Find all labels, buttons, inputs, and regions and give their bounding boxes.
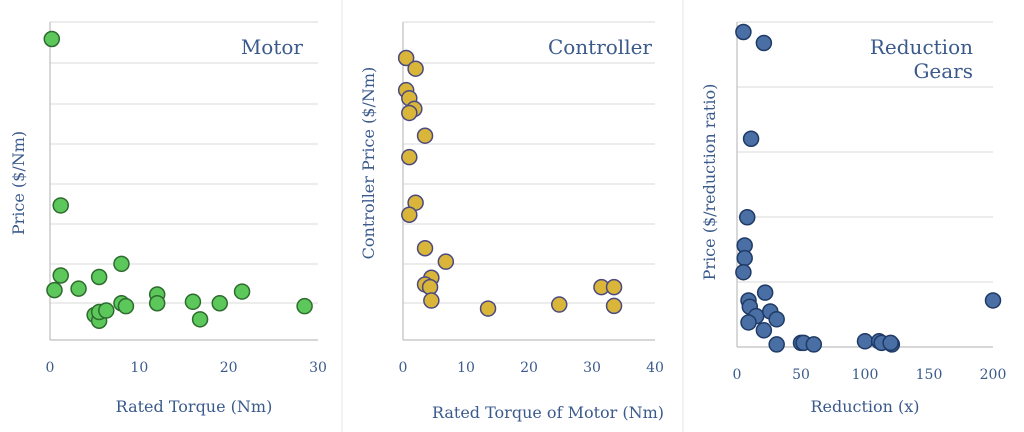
scatter-point: [113, 255, 130, 273]
scatter-point: [191, 311, 209, 328]
x-axis-title: Rated Torque (Nm): [116, 397, 273, 416]
scatter-point: [768, 336, 785, 353]
scatter-point: [735, 23, 752, 41]
scatter-point: [233, 283, 251, 300]
chart-title: Motor: [241, 35, 304, 59]
scatter-point: [805, 336, 823, 353]
scatter-point: [882, 334, 899, 352]
scatter-point: [401, 104, 418, 122]
chart-title: Reduction: [870, 35, 973, 59]
scatter-point: [984, 292, 1002, 309]
scatter-point: [550, 296, 568, 313]
x-tick-label: 0: [733, 367, 742, 383]
scatter-point: [735, 263, 752, 281]
y-axis-title: Price ($/reduction ratio): [700, 84, 719, 281]
chart-title: Controller: [548, 35, 652, 59]
scatter-point: [768, 311, 785, 328]
x-tick-label: 150: [916, 367, 943, 383]
scatter-point: [401, 206, 418, 224]
scatter-point: [98, 302, 115, 319]
scatter-point: [401, 148, 418, 166]
scatter-point: [416, 127, 434, 144]
scatter-point: [46, 281, 63, 299]
scatter-point: [296, 297, 313, 315]
scatter-point: [407, 60, 424, 77]
scatter-point: [437, 253, 455, 270]
chart-title: Gears: [913, 59, 973, 83]
scatter-point: [117, 297, 135, 315]
x-tick-label: 10: [130, 360, 148, 376]
x-tick-label: 100: [852, 367, 879, 383]
scatter-point: [43, 30, 61, 48]
x-tick-label: 20: [520, 360, 538, 376]
x-tick-label: 200: [980, 367, 1007, 383]
scatter-point: [605, 297, 623, 315]
scatter-point: [90, 268, 108, 286]
scatter-point: [742, 130, 760, 148]
x-tick-label: 30: [309, 360, 327, 376]
x-tick-label: 10: [457, 360, 475, 376]
scatter-point: [423, 292, 440, 309]
scatter-point: [211, 295, 228, 312]
scatter-point: [52, 197, 69, 214]
scatter-point: [736, 249, 753, 267]
x-tick-label: 0: [46, 360, 55, 376]
x-axis-title: Rated Torque of Motor (Nm): [432, 403, 664, 422]
scatter-point: [856, 333, 874, 350]
scatter-point: [52, 267, 69, 284]
x-tick-label: 20: [220, 360, 238, 376]
scatter-point: [755, 34, 773, 52]
x-tick-label: 30: [583, 360, 601, 376]
x-axis-title: Reduction (x): [810, 397, 919, 416]
scatter-point: [184, 293, 202, 311]
scatter-point: [148, 295, 166, 312]
scatter-point: [70, 280, 87, 297]
scatter-point: [738, 209, 756, 226]
scatter-point: [479, 300, 497, 317]
x-tick-label: 50: [792, 367, 810, 383]
chart-panel-2: 0 10 20 30 40 Controller Rated Torque of Motor…: [359, 21, 664, 422]
x-tick-label: 40: [646, 360, 664, 376]
x-tick-label: 0: [399, 360, 408, 376]
chart-panel-1: 0 10 20 30 Motor Rated Torque (Nm) Price ($/Nm…: [9, 21, 327, 416]
scatter-point: [416, 240, 434, 257]
scatter-point: [740, 314, 757, 331]
scatter-point: [755, 322, 773, 339]
scatter-point: [397, 49, 415, 67]
scatter-point: [756, 284, 774, 301]
scatter-point: [605, 278, 623, 296]
y-axis-title: Controller Price ($/Nm): [359, 67, 378, 260]
y-axis-title: Price ($/Nm): [9, 131, 28, 235]
